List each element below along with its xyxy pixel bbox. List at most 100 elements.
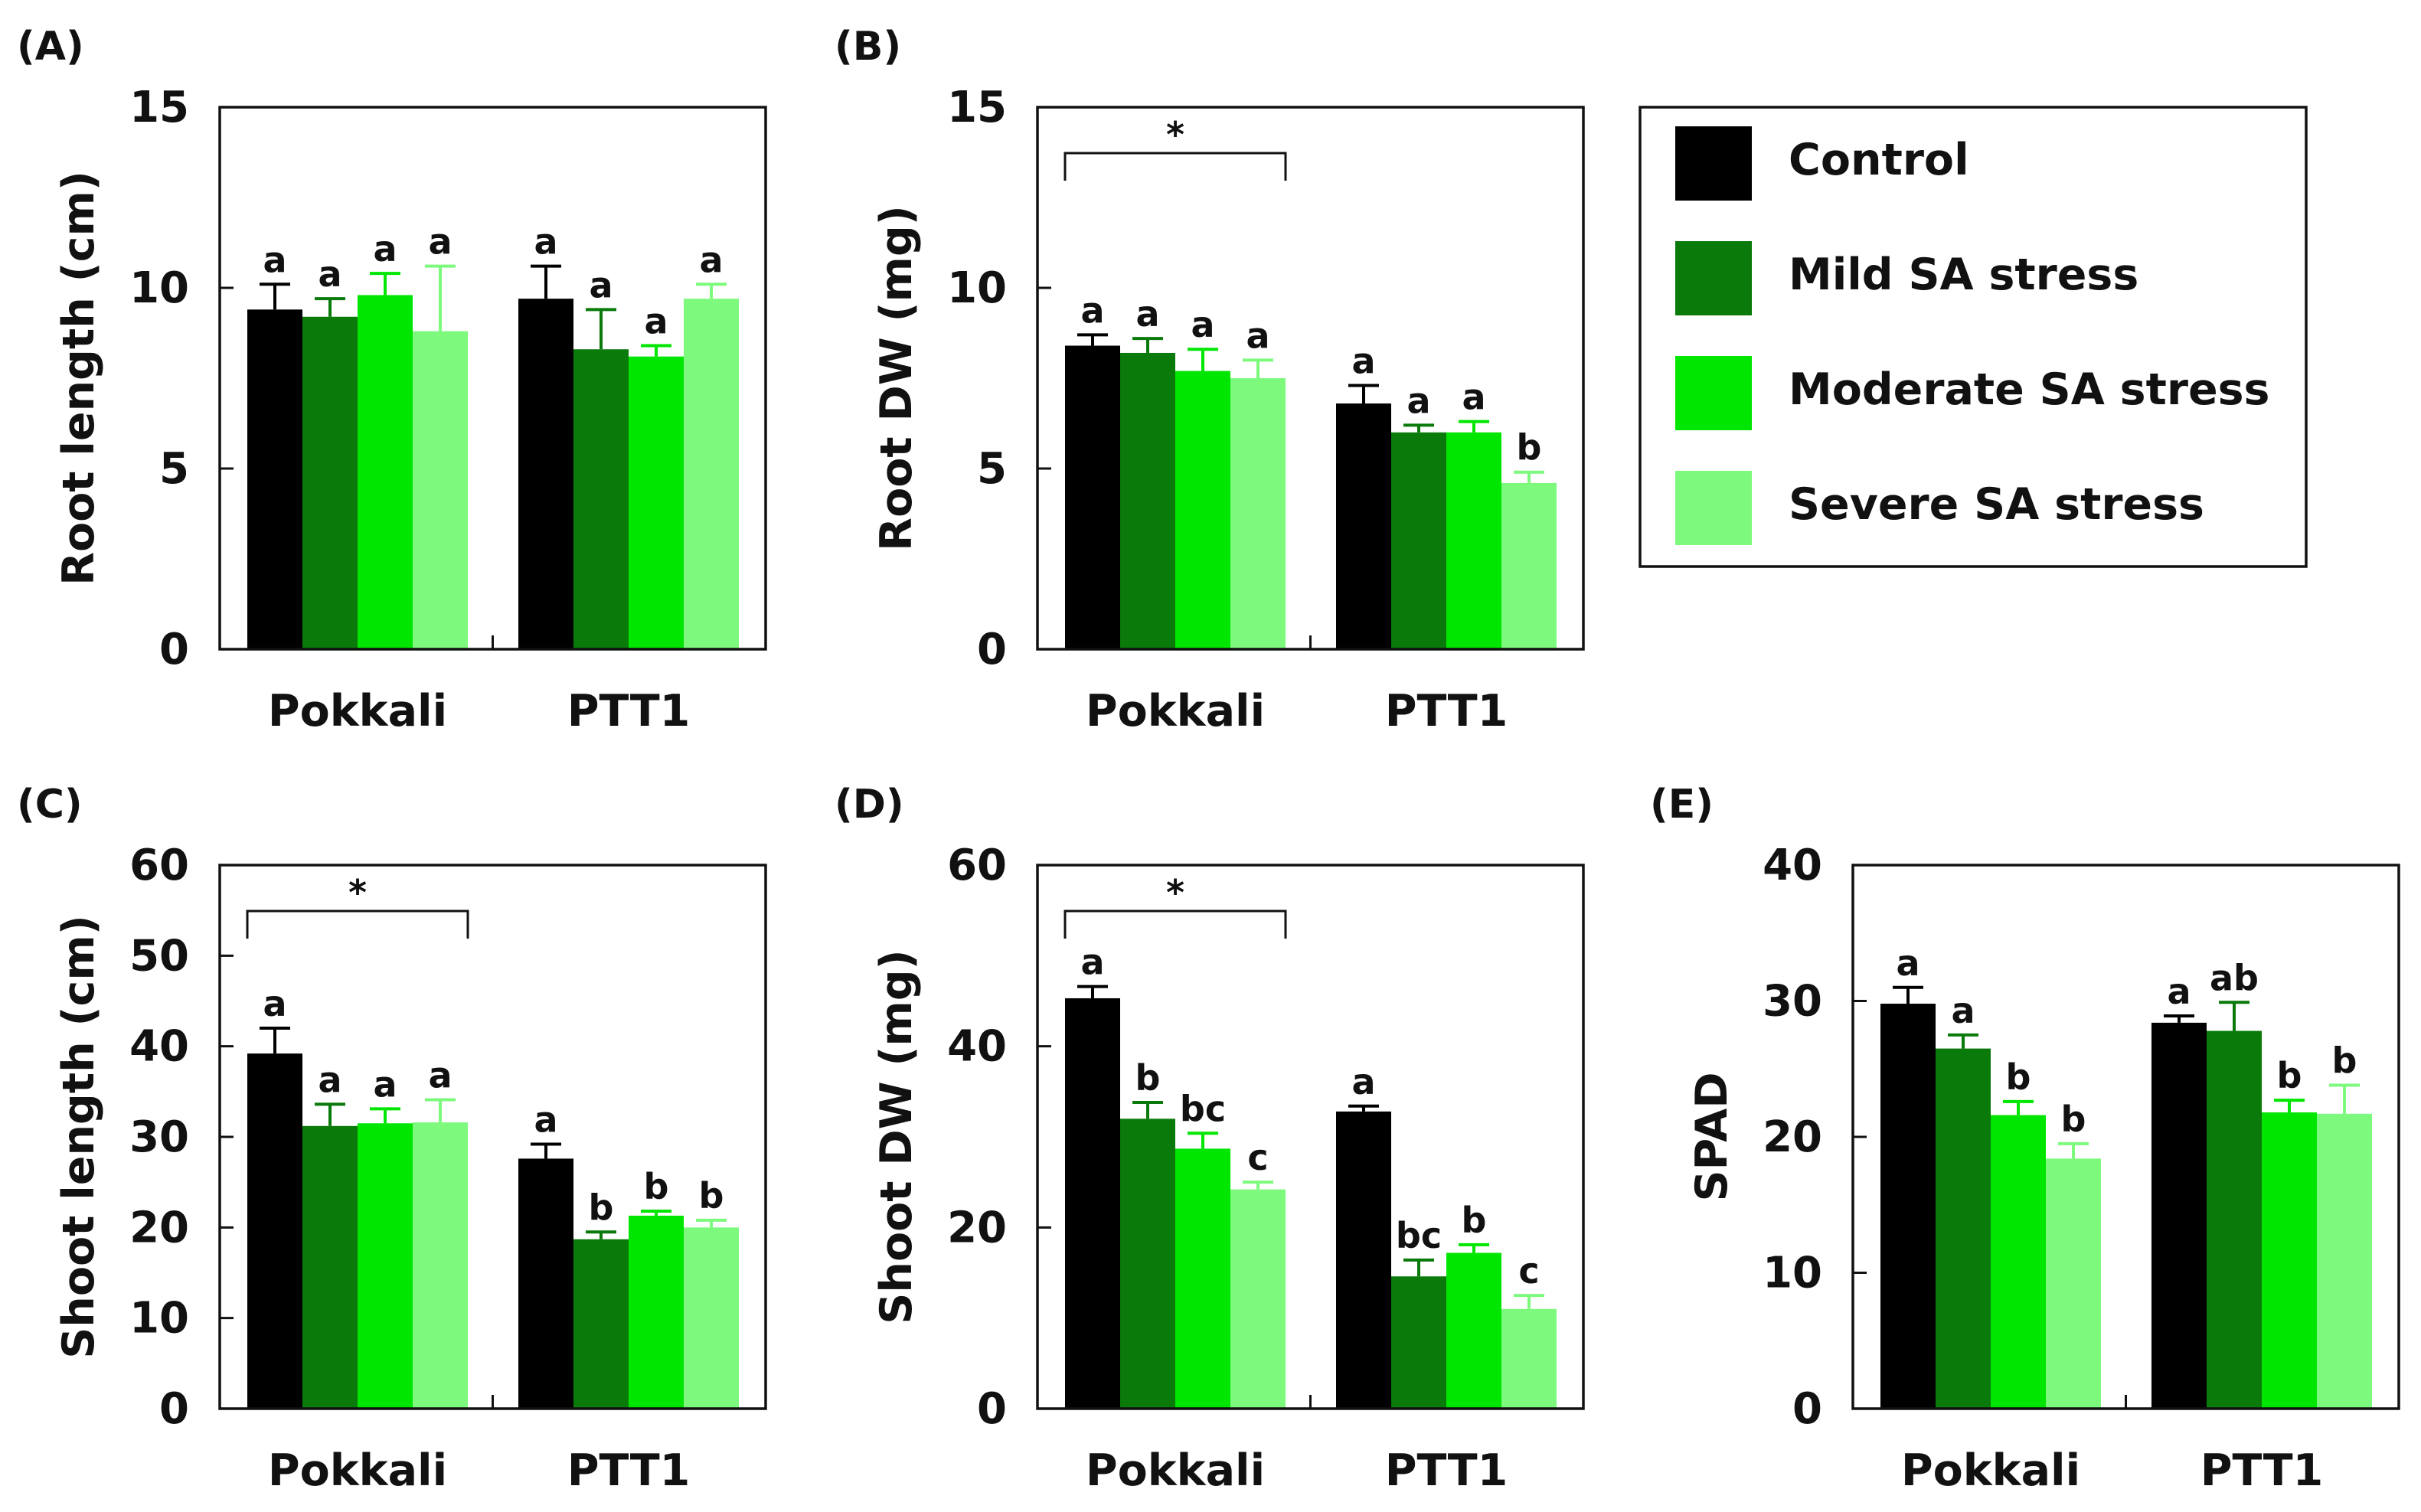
y-axis-label: Shoot length (cm) (54, 915, 104, 1359)
y-axis-label: Root DW (mg) (871, 205, 922, 551)
significance-bracket (1063, 909, 1287, 939)
panel-label: (E) (1650, 782, 1714, 828)
bar-pokkali-mild-sa-stress (302, 1125, 358, 1409)
significance-asterisk: * (1166, 114, 1184, 155)
x-tick-label-pokkali: Pokkali (1901, 1445, 2080, 1496)
significance-letter: a (428, 221, 452, 263)
bar-pokkali-moderate-sa-stress (1175, 371, 1230, 649)
significance-letter: a (1462, 377, 1485, 418)
bar-ptt1-control (518, 299, 573, 649)
bar-pokkali-control (1065, 345, 1120, 649)
bar-pokkali-control (247, 1053, 302, 1409)
significance-letter: a (1896, 942, 1919, 984)
significance-letter: c (1518, 1250, 1539, 1292)
x-tick-label-pokkali: Pokkali (268, 1445, 447, 1496)
y-axis-label: Root length (cm) (54, 171, 104, 586)
y-tick-label: 0 (977, 1384, 1007, 1434)
bar-ptt1-severe-sa-stress (684, 1227, 739, 1409)
legend-label-severe: Severe SA stress (1789, 479, 2204, 530)
significance-bracket (246, 909, 469, 939)
bar-ptt1-control (518, 1158, 573, 1409)
significance-letter: a (1191, 304, 1214, 345)
bar-pokkali-moderate-sa-stress (1175, 1148, 1230, 1409)
y-tick-label: 60 (129, 841, 189, 890)
panel-label: (D) (835, 782, 904, 828)
significance-letter: a (1246, 315, 1269, 356)
significance-letter: a (373, 1063, 397, 1105)
y-tick-label: 40 (947, 1022, 1007, 1072)
bar-ptt1-control (1336, 403, 1391, 649)
x-tick-label-ptt1: PTT1 (1385, 1445, 1508, 1496)
significance-letter: bc (1180, 1088, 1226, 1129)
significance-letter: a (699, 239, 723, 280)
significance-letter: c (1247, 1137, 1268, 1178)
y-tick-label: 15 (129, 83, 189, 132)
significance-letter: a (534, 1099, 557, 1140)
significance-letter: a (534, 221, 557, 263)
significance-letter: b (589, 1187, 614, 1228)
bar-ptt1-mild-sa-stress (573, 349, 629, 649)
significance-letter: a (428, 1054, 452, 1096)
significance-letter: a (373, 228, 397, 269)
significance-letter: a (2167, 971, 2191, 1012)
bar-ptt1-control (1336, 1111, 1391, 1409)
x-tick-label-ptt1: PTT1 (1385, 686, 1508, 736)
significance-letter: a (263, 239, 286, 280)
y-tick-label: 0 (1792, 1384, 1822, 1434)
significance-letter: a (1951, 990, 1975, 1031)
bar-ptt1-mild-sa-stress (573, 1239, 629, 1409)
significance-letter: a (1407, 380, 1430, 421)
bar-pokkali-mild-sa-stress (302, 316, 358, 649)
bar-pokkali-mild-sa-stress (1120, 352, 1175, 649)
legend-swatch-severe (1675, 471, 1752, 545)
y-tick-label: 40 (1763, 841, 1822, 890)
significance-letter: a (644, 301, 668, 342)
y-tick-label: 0 (977, 625, 1007, 674)
legend-label-moderate: Moderate SA stress (1789, 364, 2269, 415)
significance-letter: bc (1396, 1215, 1442, 1256)
bar-pokkali-moderate-sa-stress (1991, 1115, 2046, 1409)
y-axis-label: Shoot DW (mg) (871, 949, 922, 1324)
bar-ptt1-severe-sa-stress (2317, 1113, 2372, 1409)
significance-letter: a (1351, 340, 1375, 381)
x-tick-label-ptt1: PTT1 (2200, 1445, 2324, 1496)
y-tick-label: 10 (947, 263, 1007, 313)
x-tick-label-pokkali: Pokkali (268, 686, 447, 736)
bar-ptt1-control (2151, 1022, 2207, 1409)
significance-letter: a (1135, 293, 1159, 335)
x-tick-label-pokkali: Pokkali (1086, 686, 1265, 736)
bar-pokkali-severe-sa-stress (1230, 378, 1286, 649)
bar-ptt1-mild-sa-stress (1391, 1276, 1446, 1409)
significance-letter: a (1080, 942, 1104, 983)
y-tick-label: 10 (129, 1294, 189, 1344)
significance-asterisk: * (348, 872, 367, 913)
significance-letter: b (1517, 427, 1542, 469)
legend-frame (1639, 106, 2308, 568)
significance-letter: b (2332, 1040, 2357, 1082)
y-axis-label: SPAD (1687, 1072, 1737, 1201)
bar-pokkali-mild-sa-stress (1120, 1118, 1175, 1409)
legend-label-mild: Mild SA stress (1789, 250, 2138, 300)
significance-letter: a (263, 983, 286, 1024)
bar-ptt1-severe-sa-stress (1501, 482, 1557, 649)
y-tick-label: 60 (947, 841, 1007, 890)
x-tick-label-pokkali: Pokkali (1086, 1445, 1265, 1496)
bar-pokkali-severe-sa-stress (413, 1122, 468, 1409)
bar-ptt1-moderate-sa-stress (2262, 1112, 2317, 1409)
panel-label: (A) (17, 24, 84, 70)
bar-pokkali-severe-sa-stress (2046, 1158, 2101, 1409)
bar-pokkali-severe-sa-stress (413, 331, 468, 649)
y-tick-label: 20 (129, 1203, 189, 1252)
legend-swatch-mild (1675, 241, 1752, 315)
y-tick-label: 20 (947, 1203, 1007, 1252)
significance-letter: b (699, 1175, 724, 1216)
significance-letter: a (589, 264, 613, 305)
significance-letter: a (318, 253, 341, 295)
significance-letter: b (2277, 1055, 2302, 1096)
significance-letter: b (1462, 1200, 1487, 1241)
significance-bracket (1063, 152, 1287, 181)
